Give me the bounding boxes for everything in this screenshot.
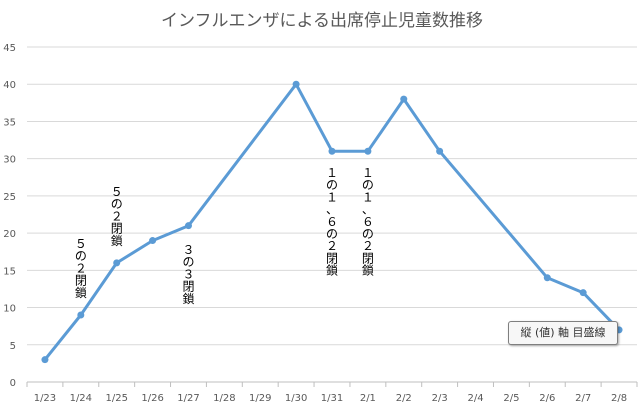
y-tick-label: 40 (3, 80, 16, 91)
data-point (579, 289, 587, 297)
y-tick-label: 35 (3, 117, 16, 128)
annotation-label: ３の３閉鎖 (182, 243, 194, 306)
y-tick-label: 10 (3, 304, 16, 315)
data-point (113, 259, 121, 267)
x-tick-label: 2/7 (575, 393, 591, 404)
x-tick-label: 2/5 (503, 393, 519, 404)
annotation-label: １の１、６の２閉鎖 (326, 166, 338, 278)
gridline-tooltip: 縦 (値) 軸 目盛線 (508, 321, 618, 345)
x-tick-label: 2/1 (360, 393, 376, 404)
x-tick-label: 2/4 (467, 393, 483, 404)
data-point (436, 147, 444, 155)
x-tick-label: 2/8 (611, 393, 627, 404)
data-point (77, 311, 85, 319)
x-tick-label: 2/3 (432, 393, 448, 404)
series-line (41, 80, 623, 364)
y-tick-label: 20 (3, 229, 16, 240)
chart-title: インフルエンザによる出席停止児童数推移 (161, 11, 483, 31)
y-tick-label: 45 (3, 43, 16, 54)
y-tick-label: 25 (3, 192, 16, 203)
axes: 0 5 10 15 20 25 30 35 40 45 1/23 1/24 1/25 1/26 1/27 1/… (3, 43, 638, 404)
data-point (364, 147, 372, 155)
data-point (184, 222, 192, 230)
data-point (41, 356, 49, 364)
x-tick-label: 1/24 (70, 393, 92, 404)
annotation-label: ５の２閉鎖 (111, 185, 123, 248)
data-point (543, 274, 551, 282)
y-tick-label: 0 (10, 378, 16, 389)
x-tick-label: 1/29 (249, 393, 271, 404)
x-tick-label: 1/23 (34, 393, 56, 404)
y-tick-label: 5 (10, 341, 16, 352)
gridlines (27, 46, 637, 383)
x-tick-label: 1/28 (213, 393, 235, 404)
y-tick-label: 15 (3, 266, 16, 277)
data-point (292, 80, 300, 88)
x-tick-label: 1/25 (105, 393, 127, 404)
x-tick-label: 1/31 (321, 393, 343, 404)
x-tick-label: 2/6 (539, 393, 555, 404)
data-point (328, 147, 336, 155)
x-tick-label: 1/30 (285, 393, 307, 404)
data-point (400, 95, 408, 103)
annotations: ５の２閉鎖 ５の２閉鎖 ３の３閉鎖 １の１、６の２閉鎖 １の１、６の２閉鎖 (75, 166, 374, 306)
annotation-label: ５の２閉鎖 (75, 237, 87, 300)
data-point (149, 237, 157, 245)
y-tick-label: 30 (3, 155, 16, 166)
x-tick-label: 1/27 (177, 393, 199, 404)
x-tick-label: 1/26 (141, 393, 163, 404)
x-tick-label: 2/2 (396, 393, 412, 404)
annotation-label: １の１、６の２閉鎖 (362, 166, 374, 278)
